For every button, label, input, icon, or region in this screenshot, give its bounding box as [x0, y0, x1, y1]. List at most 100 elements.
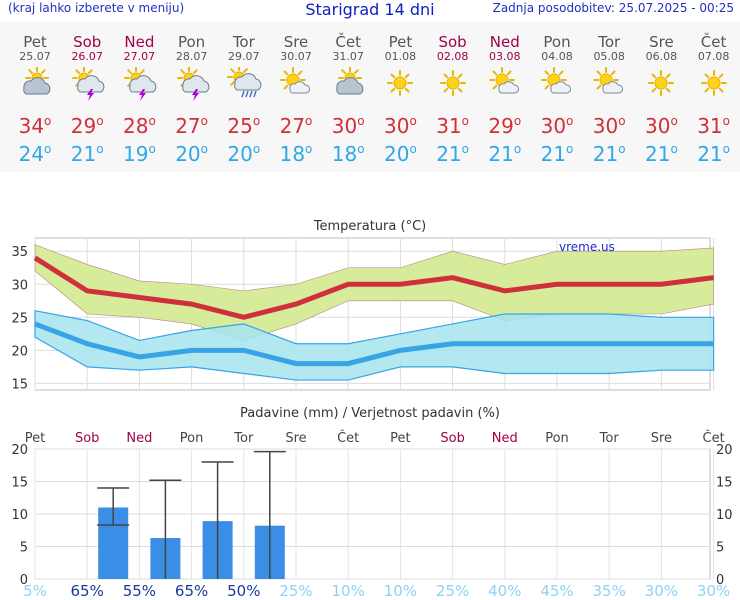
precip-x-tick: Ned — [126, 431, 152, 446]
sun-icon — [688, 67, 740, 101]
day-name: Ned — [489, 33, 520, 51]
precip-probability: 35% — [592, 582, 626, 600]
precip-x-tick: Ned — [492, 431, 518, 446]
precip-x-tick: Tor — [599, 431, 620, 446]
tmax-series-line — [33, 255, 714, 320]
temperature-y-tick: 15 — [11, 377, 28, 392]
precip-y-tick-right: 0 — [716, 573, 724, 588]
precip-x-tick: Pet — [390, 431, 410, 446]
day-name: Sre — [283, 33, 309, 51]
day-date: 30.07 — [280, 50, 312, 63]
brand-label[interactable]: vreme.us — [559, 240, 615, 254]
day-date: 01.08 — [384, 50, 417, 63]
page-title: Starigrad 14 dni — [305, 0, 435, 19]
precip-x-tick: Sob — [440, 431, 464, 446]
day-date: 04.08 — [541, 50, 573, 63]
day-name: Pon — [543, 33, 571, 51]
temperature-y-tick: 20 — [11, 344, 28, 359]
precip-x-tick: Sre — [285, 431, 306, 446]
day-column: Sob 02.08 31o 21o — [427, 22, 479, 167]
temperature-chart-title: Temperatura (°C) — [313, 219, 427, 234]
day-name: Tor — [232, 33, 255, 51]
sun-cloud-thunder-icon — [61, 67, 113, 101]
temperature-y-tick: 35 — [11, 245, 28, 260]
day-date: 06.08 — [645, 50, 678, 63]
precipitation-chart-title: Padavine (mm) / Verjetnost padavin (%) — [240, 406, 500, 421]
day-name: Tor — [598, 33, 621, 51]
day-name: Pet — [23, 33, 47, 51]
precip-probability: 5% — [23, 582, 47, 600]
precip-probability: 30% — [696, 582, 731, 600]
precip-probability: 65% — [70, 582, 104, 600]
mostly-sunny-icon — [583, 67, 635, 101]
day-name: Ned — [124, 33, 155, 51]
precip-probability: 10% — [383, 582, 418, 600]
day-date: 05.08 — [593, 50, 625, 63]
day-date: 26.07 — [71, 50, 103, 63]
precip-x-tick: Sob — [75, 431, 99, 446]
day-date: 07.08 — [697, 50, 730, 63]
precip-y-tick-left: 5 — [20, 541, 28, 556]
sun-icon — [635, 67, 687, 101]
precip-probability: 25% — [279, 582, 313, 600]
mostly-sunny-icon — [479, 67, 531, 101]
precip-y-tick-left: 0 — [20, 573, 28, 588]
day-name: Sre — [649, 33, 674, 51]
precip-y-tick-left: 15 — [11, 476, 28, 491]
sun-cloud-rain-icon — [218, 67, 270, 101]
sun-icon — [427, 67, 479, 101]
precip-x-tick: Pon — [545, 431, 569, 446]
precip-y-tick-right: 20 — [716, 443, 733, 458]
day-date: 28.07 — [175, 50, 208, 63]
precip-probability: 30% — [644, 582, 679, 600]
mostly-sunny-icon — [531, 67, 583, 101]
last-update: Zadnja posodobitev: 25.07.2025 - 00:25 — [492, 1, 734, 15]
day-date: 02.08 — [436, 50, 469, 63]
day-date: 29.07 — [228, 50, 260, 63]
precip-probability: 65% — [174, 582, 209, 600]
tmin-range-band — [34, 309, 715, 381]
precip-y-tick-right: 5 — [716, 541, 724, 556]
day-date: 27.07 — [123, 50, 156, 63]
precip-x-tick: Čet — [703, 430, 725, 446]
day-name: Pon — [177, 33, 206, 51]
day-column: Sob 26.07 29o 21o — [61, 22, 113, 166]
day-date: 31.07 — [332, 50, 364, 63]
precip-probability: 40% — [488, 582, 522, 600]
day-name: Čet — [700, 33, 727, 51]
temperature-y-tick: 25 — [11, 311, 28, 326]
tmin-series-line — [34, 321, 714, 367]
mostly-sunny-icon — [270, 67, 322, 101]
precip-probability: 45% — [540, 582, 574, 600]
location-hint[interactable]: (kraj lahko izberete v meniju) — [8, 1, 185, 15]
day-name: Sob — [438, 33, 467, 51]
precip-y-tick-right: 10 — [716, 508, 733, 523]
day-name: Čet — [335, 33, 361, 51]
day-column: Tor 29.07 25o 20o — [218, 22, 270, 166]
precip-probability: 10% — [331, 582, 365, 600]
day-date: 25.07 — [19, 50, 51, 63]
precip-probability: 50% — [227, 582, 261, 600]
daily-forecast-panel: Pet 25.07 34o 24o Sob 26.07 29o 21o Ned 27.07 28o 1… — [0, 22, 740, 172]
precip-probability: 55% — [122, 582, 157, 600]
sun-cloud-thunder-icon — [166, 67, 218, 101]
precip-x-tick: Tor — [233, 431, 254, 446]
precip-y-tick-left: 20 — [11, 443, 28, 458]
precip-probability: 25% — [435, 582, 470, 600]
header: (kraj lahko izberete v meniju) Starigrad… — [0, 0, 740, 22]
day-name: Pet — [388, 33, 413, 51]
temperature-y-tick: 30 — [11, 278, 28, 293]
precip-y-tick-left: 10 — [11, 508, 28, 523]
sun-cloud-thunder-icon — [113, 67, 165, 101]
precip-x-tick: Pet — [25, 431, 45, 446]
precip-x-tick: Sre — [651, 431, 672, 446]
sun-icon — [374, 67, 426, 101]
day-name: Sob — [73, 33, 102, 51]
precip-y-tick-right: 15 — [716, 476, 733, 491]
precip-x-tick: Čet — [337, 430, 359, 446]
partly-cloudy-icon — [9, 67, 61, 101]
precip-x-tick: Pon — [180, 431, 204, 446]
partly-cloudy-icon — [322, 67, 374, 101]
day-date: 03.08 — [489, 50, 521, 63]
